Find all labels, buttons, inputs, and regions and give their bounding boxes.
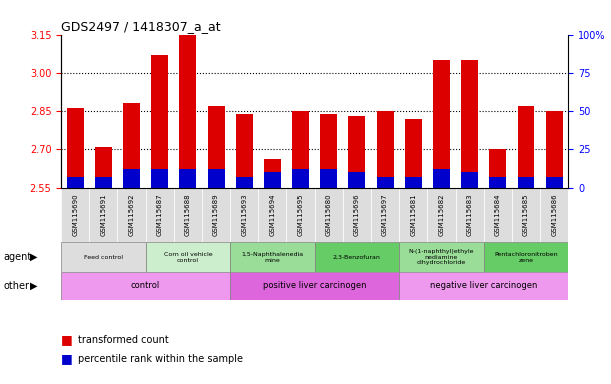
Text: GSM115692: GSM115692 [128, 194, 134, 236]
Bar [264, 159, 281, 187]
Text: GSM115683: GSM115683 [467, 194, 473, 236]
Bar [117, 187, 145, 242]
Bar [433, 169, 450, 187]
Bar [433, 60, 450, 187]
Bar [376, 111, 393, 187]
Text: GSM115680: GSM115680 [326, 194, 332, 236]
Bar [61, 187, 89, 242]
Bar [399, 242, 484, 272]
Text: GSM115695: GSM115695 [298, 194, 304, 236]
Bar [484, 242, 568, 272]
Bar [145, 187, 174, 242]
Bar [540, 187, 568, 242]
Bar [67, 109, 84, 187]
Bar [152, 55, 168, 187]
Bar [348, 116, 365, 187]
Text: control: control [131, 281, 160, 290]
Text: GDS2497 / 1418307_a_at: GDS2497 / 1418307_a_at [61, 20, 221, 33]
Bar [399, 272, 568, 300]
Bar [230, 242, 315, 272]
Bar [67, 177, 84, 187]
Text: ▶: ▶ [30, 252, 37, 262]
Bar [292, 169, 309, 187]
Bar [123, 169, 140, 187]
Bar [202, 187, 230, 242]
Bar [61, 272, 230, 300]
Bar [95, 177, 112, 187]
Bar [518, 106, 535, 187]
Bar [512, 187, 540, 242]
Text: 1,5-Naphthalenedia
mine: 1,5-Naphthalenedia mine [241, 252, 304, 263]
Text: negative liver carcinogen: negative liver carcinogen [430, 281, 538, 290]
Bar [230, 187, 258, 242]
Bar [484, 187, 512, 242]
Text: GSM115696: GSM115696 [354, 194, 360, 236]
Bar [258, 187, 287, 242]
Bar [95, 147, 112, 187]
Bar [174, 187, 202, 242]
Bar [287, 187, 315, 242]
Text: ■: ■ [61, 333, 73, 346]
Bar [461, 60, 478, 187]
Text: GSM115684: GSM115684 [495, 194, 501, 236]
Bar [208, 169, 224, 187]
Bar [461, 172, 478, 187]
Bar [348, 172, 365, 187]
Text: GSM115688: GSM115688 [185, 194, 191, 236]
Bar [61, 242, 145, 272]
Text: 2,3-Benzofuran: 2,3-Benzofuran [333, 255, 381, 260]
Text: N-(1-naphthyl)ethyle
nediamine
dihydrochloride: N-(1-naphthyl)ethyle nediamine dihydroch… [409, 249, 474, 265]
Bar [489, 149, 507, 187]
Bar [180, 0, 196, 187]
Bar [343, 187, 371, 242]
Bar [123, 103, 140, 187]
Text: GSM115693: GSM115693 [241, 194, 247, 236]
Text: ■: ■ [61, 353, 73, 366]
Text: percentile rank within the sample: percentile rank within the sample [78, 354, 243, 364]
Bar [230, 272, 399, 300]
Text: other: other [3, 281, 29, 291]
Bar [292, 111, 309, 187]
Text: GSM115682: GSM115682 [439, 194, 444, 236]
Bar [546, 177, 563, 187]
Bar [152, 169, 168, 187]
Bar [427, 187, 456, 242]
Text: Corn oil vehicle
control: Corn oil vehicle control [164, 252, 212, 263]
Bar [236, 114, 253, 187]
Bar [315, 242, 399, 272]
Bar [546, 111, 563, 187]
Text: GSM115689: GSM115689 [213, 194, 219, 236]
Text: GSM115694: GSM115694 [269, 194, 276, 236]
Bar [371, 187, 399, 242]
Bar [320, 114, 337, 187]
Bar [405, 177, 422, 187]
Text: ▶: ▶ [30, 281, 37, 291]
Bar [489, 177, 507, 187]
Bar [208, 106, 224, 187]
Bar [145, 242, 230, 272]
Text: GSM115685: GSM115685 [523, 194, 529, 236]
Text: GSM115686: GSM115686 [551, 194, 557, 236]
Text: agent: agent [3, 252, 31, 262]
Bar [264, 172, 281, 187]
Bar [405, 119, 422, 187]
Text: positive liver carcinogen: positive liver carcinogen [263, 281, 367, 290]
Bar [320, 169, 337, 187]
Text: Pentachloronitroben
zene: Pentachloronitroben zene [494, 252, 558, 263]
Bar [180, 169, 196, 187]
Bar [518, 177, 535, 187]
Text: GSM115697: GSM115697 [382, 194, 388, 236]
Text: GSM115681: GSM115681 [410, 194, 416, 236]
Bar [399, 187, 427, 242]
Text: GSM115690: GSM115690 [72, 194, 78, 236]
Bar [236, 177, 253, 187]
Bar [89, 187, 117, 242]
Bar [315, 187, 343, 242]
Text: transformed count: transformed count [78, 335, 169, 345]
Text: GSM115687: GSM115687 [156, 194, 163, 236]
Bar [456, 187, 484, 242]
Bar [376, 177, 393, 187]
Text: GSM115691: GSM115691 [100, 194, 106, 236]
Text: Feed control: Feed control [84, 255, 123, 260]
